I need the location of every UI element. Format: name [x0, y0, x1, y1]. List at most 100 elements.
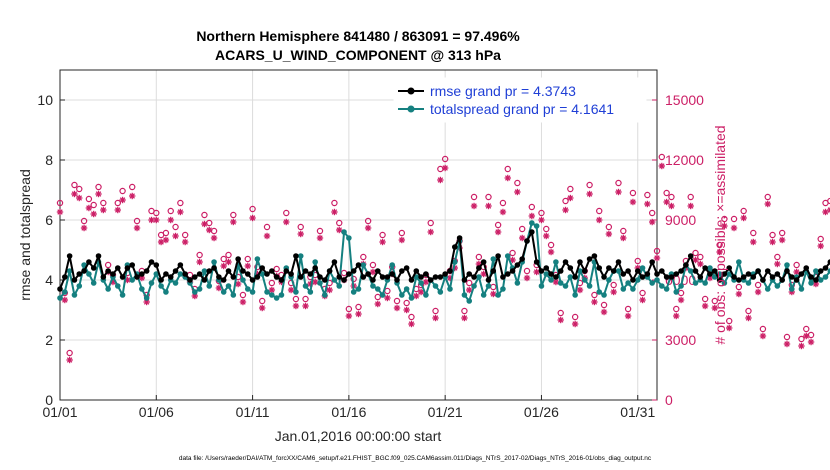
rmse-point — [581, 268, 588, 274]
assimilated-obs-point — [620, 234, 627, 242]
totalspread-point — [557, 280, 564, 286]
y-right-tick-label: 3000 — [665, 332, 696, 348]
rmse-point — [683, 262, 689, 268]
assimilated-obs-point — [364, 224, 372, 232]
y-right-tick-label: 0 — [665, 392, 673, 408]
rmse-point — [697, 274, 704, 280]
totalspread-point — [822, 274, 829, 280]
totalspread-point — [538, 283, 545, 289]
assimilated-obs-point — [596, 216, 603, 224]
rmse-point — [254, 274, 261, 280]
totalspread-point — [476, 274, 482, 280]
totalspread-point — [702, 280, 708, 286]
totalspread-point — [634, 277, 641, 283]
possible-obs-point — [196, 251, 203, 259]
totalspread-point — [423, 292, 429, 298]
possible-obs-point — [355, 303, 362, 311]
assimilated-obs-point — [311, 278, 319, 286]
possible-obs-point — [475, 253, 483, 261]
rmse-point — [307, 271, 314, 277]
rmse-point — [548, 271, 554, 277]
assimilated-obs-point — [230, 218, 237, 226]
rmse-point — [321, 277, 328, 283]
rmse-point — [822, 265, 829, 271]
possible-obs-point — [76, 185, 83, 193]
assimilated-obs-point — [759, 332, 767, 340]
assimilated-obs-point — [56, 208, 64, 216]
possible-obs-point — [167, 207, 174, 215]
possible-obs-point — [263, 223, 271, 231]
assimilated-obs-point — [326, 286, 333, 294]
possible-obs-point — [461, 307, 468, 315]
totalspread-point — [321, 292, 328, 298]
possible-obs-point — [562, 197, 569, 205]
totalspread-point — [76, 283, 83, 289]
totalspread-point — [230, 292, 237, 298]
rmse-point — [519, 256, 525, 262]
assimilated-obs-point — [76, 194, 83, 202]
totalspread-point — [663, 286, 670, 292]
assimilated-obs-point — [769, 238, 776, 246]
possible-obs-point — [403, 299, 410, 307]
assimilated-obs-point — [721, 222, 728, 230]
assimilated-obs-point — [485, 202, 492, 210]
rmse-point — [442, 271, 448, 277]
assimilated-obs-point — [181, 238, 189, 246]
totalspread-point — [437, 289, 444, 295]
y-right-tick-label: 9000 — [665, 212, 696, 228]
totalspread-point — [572, 292, 578, 298]
totalspread-point — [687, 268, 694, 274]
possible-obs-point — [100, 199, 107, 207]
chart-title-line2: ACARS_U_WIND_COMPONENT @ 313 hPa — [215, 47, 501, 63]
assimilated-obs-point — [658, 162, 666, 170]
rmse-point — [553, 274, 559, 280]
rmse-point — [225, 268, 232, 274]
rmse-point — [288, 271, 294, 277]
totalspread-point — [158, 283, 164, 289]
rmse-point — [110, 271, 116, 277]
rmse-point — [408, 277, 415, 283]
x-axis-label: Jan.01,2016 00:00:00 start — [275, 428, 442, 444]
rmse-point — [283, 268, 290, 274]
totalspread-point — [548, 277, 554, 283]
totalspread-point — [408, 295, 415, 301]
assimilated-obs-point — [557, 316, 564, 324]
rmse-point — [423, 271, 429, 277]
totalspread-point — [269, 292, 275, 298]
rmse-point — [615, 259, 622, 265]
possible-obs-point — [316, 227, 324, 235]
rmse-point — [562, 259, 569, 265]
possible-obs-point — [591, 291, 598, 299]
assimilated-obs-markers — [56, 162, 830, 364]
rmse-point — [273, 274, 280, 280]
rmse-point — [196, 271, 203, 277]
assimilated-obs-point — [263, 232, 271, 240]
totalspread-point — [374, 286, 381, 292]
rmse-point — [543, 265, 550, 271]
totalspread-point — [302, 283, 309, 289]
totalspread-point — [90, 280, 97, 286]
assimilated-obs-point — [80, 224, 88, 232]
rmse-point — [153, 262, 160, 268]
possible-obs-point — [104, 261, 112, 269]
possible-obs-point — [817, 235, 824, 243]
totalspread-point — [654, 277, 660, 283]
assimilated-obs-point — [292, 302, 300, 310]
rmse-point — [317, 274, 323, 280]
assimilated-obs-point — [90, 210, 97, 218]
rmse-point — [750, 274, 757, 280]
rmse-point — [606, 265, 612, 271]
assimilated-obs-point — [441, 164, 449, 172]
totalspread-point — [567, 274, 574, 280]
possible-obs-point — [711, 297, 718, 305]
rmse-point — [418, 274, 424, 280]
assimilated-obs-point — [668, 202, 675, 210]
assimilated-obs-point — [225, 258, 232, 266]
y-left-tick-label: 8 — [45, 152, 53, 168]
possible-obs-point — [692, 249, 699, 257]
assimilated-obs-point — [369, 268, 377, 276]
totalspread-point — [264, 289, 270, 295]
rmse-point — [634, 268, 641, 274]
totalspread-point — [692, 280, 699, 286]
rmse-point — [668, 274, 675, 280]
